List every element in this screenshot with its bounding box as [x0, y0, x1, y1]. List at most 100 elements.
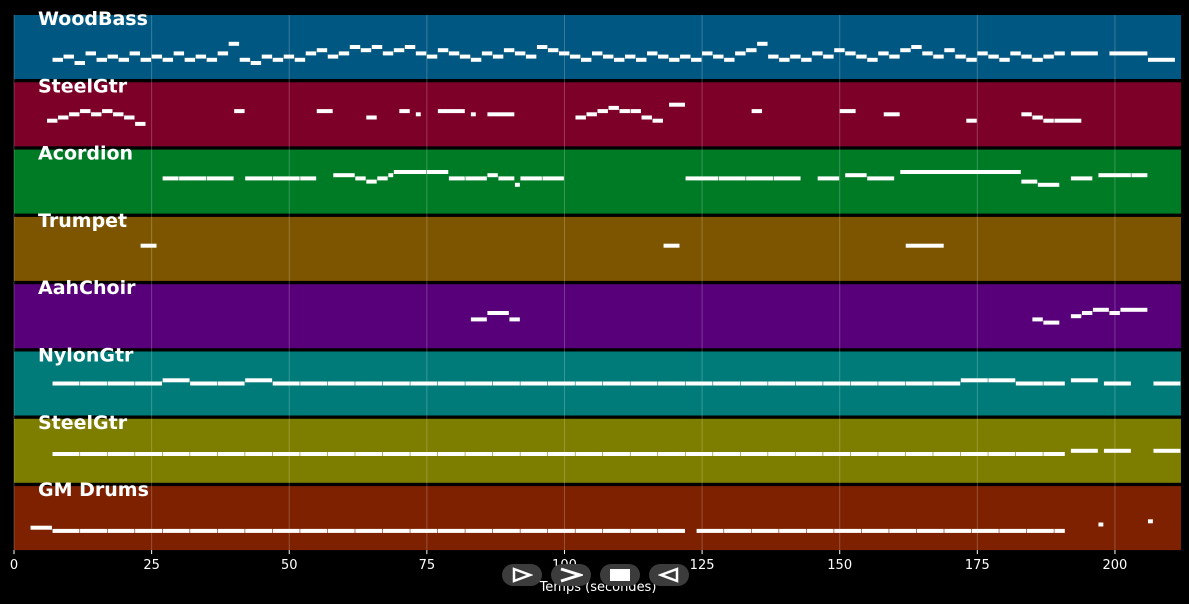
note: [107, 452, 135, 456]
note: [795, 452, 823, 456]
note: [355, 176, 366, 181]
note: [426, 170, 449, 174]
note: [30, 525, 52, 530]
note: [1070, 314, 1082, 319]
note: [206, 176, 234, 181]
note: [1147, 519, 1153, 524]
note: [1070, 378, 1098, 383]
note: [696, 528, 724, 533]
track-label: Trumpet: [38, 210, 127, 232]
stop-icon: [610, 569, 630, 581]
note: [1070, 448, 1098, 453]
note: [129, 51, 141, 56]
note: [52, 57, 63, 62]
note: [118, 57, 129, 62]
note: [300, 528, 328, 533]
note: [850, 452, 878, 456]
note: [283, 54, 295, 59]
note: [217, 528, 245, 533]
note: [437, 109, 465, 114]
note: [52, 452, 80, 456]
note: [867, 176, 895, 181]
note: [685, 176, 719, 181]
note: [217, 51, 229, 56]
note: [713, 381, 741, 386]
x-tick-label: 25: [143, 558, 160, 573]
note: [245, 176, 273, 181]
note: [135, 121, 146, 126]
note: [487, 311, 509, 315]
x-tick-label: 150: [827, 558, 852, 573]
note: [80, 109, 91, 114]
track-lane: [14, 284, 1181, 349]
note: [1021, 112, 1032, 117]
x-tick-label: 75: [419, 558, 436, 573]
note: [382, 51, 394, 56]
note: [933, 452, 961, 456]
note: [300, 381, 328, 386]
note: [179, 176, 207, 181]
note: [713, 54, 724, 59]
note: [327, 381, 355, 386]
note: [448, 176, 465, 181]
note: [922, 51, 933, 56]
note: [525, 54, 537, 59]
note: [399, 109, 410, 114]
track-lane: [14, 15, 1181, 79]
note: [465, 528, 493, 533]
note: [124, 115, 135, 120]
x-tick-label: 50: [281, 558, 298, 573]
note: [768, 54, 779, 59]
note: [636, 57, 647, 62]
note: [630, 109, 641, 114]
x-tick-label: 200: [1103, 558, 1128, 573]
forward-button[interactable]: [551, 564, 591, 586]
note: [790, 54, 801, 59]
note: [971, 528, 999, 533]
play-button[interactable]: [502, 564, 542, 586]
note: [498, 176, 515, 181]
note: [1043, 381, 1065, 386]
note: [1153, 448, 1181, 453]
note: [955, 54, 966, 59]
note: [102, 109, 113, 114]
note: [1131, 173, 1148, 178]
note: [437, 48, 449, 53]
note: [360, 48, 372, 53]
note: [107, 54, 118, 59]
note: [382, 452, 410, 456]
note: [338, 51, 350, 56]
note: [366, 115, 377, 120]
note: [569, 54, 581, 59]
note: [1043, 320, 1060, 325]
stop-button[interactable]: [600, 564, 640, 586]
note: [856, 54, 867, 59]
note: [724, 57, 735, 62]
note: [47, 118, 58, 123]
track-label: SteelGtr: [38, 75, 128, 97]
note: [184, 57, 196, 62]
note: [1043, 118, 1054, 123]
note: [52, 381, 80, 386]
note: [492, 452, 520, 456]
note: [845, 173, 867, 178]
note: [382, 381, 410, 386]
note: [685, 381, 713, 386]
note: [74, 61, 85, 65]
back-button[interactable]: [649, 564, 689, 586]
note: [1021, 179, 1038, 184]
note: [751, 109, 763, 114]
note: [817, 176, 840, 181]
note: [305, 51, 317, 56]
note: [355, 452, 383, 456]
track-label: Acordion: [38, 143, 133, 165]
note: [135, 452, 163, 456]
track-lane: [14, 418, 1181, 483]
note: [933, 54, 944, 59]
note: [944, 48, 955, 53]
note: [234, 109, 245, 114]
note: [1015, 452, 1043, 456]
note: [575, 115, 586, 120]
note: [52, 528, 80, 533]
